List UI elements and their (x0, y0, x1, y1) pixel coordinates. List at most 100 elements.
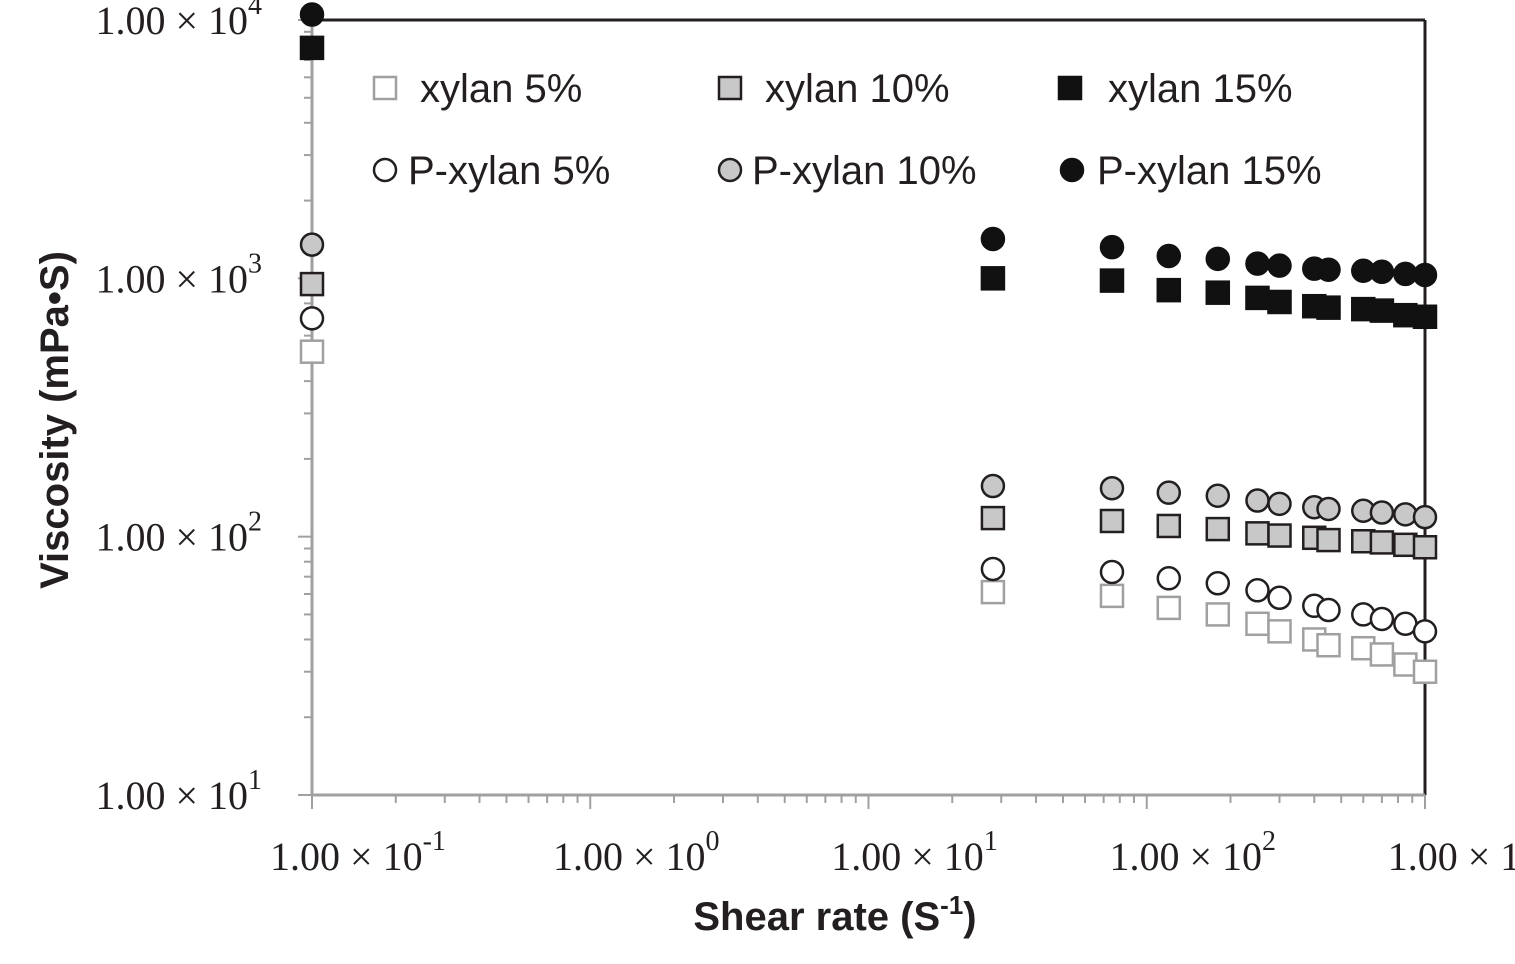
data-point (1412, 304, 1438, 330)
data-point (1369, 298, 1395, 323)
data-point (1156, 243, 1182, 269)
legend-label: P-xylan 10% (752, 149, 977, 193)
data-point (980, 579, 1006, 605)
data-point (1316, 527, 1341, 553)
data-point (1316, 295, 1341, 320)
legend-marker (717, 157, 743, 183)
data-point (299, 271, 325, 297)
legend-marker (1059, 157, 1085, 183)
legend-label: P-xylan 15% (1097, 149, 1322, 193)
data-point (980, 556, 1006, 582)
data-point (1369, 642, 1395, 667)
x-tick-label: 1.00 × 100 (553, 826, 720, 879)
data-point (1156, 566, 1182, 591)
legend-item: P-xylan 5% (372, 149, 610, 193)
series-6 (299, 2, 1438, 288)
legend-label: xylan 15% (1108, 67, 1293, 111)
data-point (1099, 234, 1125, 260)
x-axis-title-sup: -1 (940, 890, 963, 920)
data-point (1156, 277, 1182, 303)
data-point (980, 473, 1006, 499)
data-point (1245, 251, 1270, 276)
x-tick-label: 1.00 × 102 (1109, 826, 1276, 879)
series-2 (299, 271, 1438, 560)
data-point (1316, 632, 1341, 658)
data-point (299, 232, 325, 257)
data-point (1267, 491, 1292, 517)
x-axis-title: Shear rate (S-1) (693, 890, 976, 939)
data-point (1267, 619, 1292, 644)
x-axis-title-end: ) (963, 895, 976, 939)
data-point (1099, 559, 1125, 585)
axes-layer: 1.00 × 101 1.00 × 102 1.00 × 103 1.00 × 104… (95, 0, 1515, 879)
y-tick-label: 1.00 × 104 (95, 0, 262, 43)
data-point (980, 266, 1006, 291)
legend-item: P-xylan 10% (717, 149, 977, 193)
legend-label: xylan 10% (765, 67, 950, 111)
x-tick-label: 1.00 × 101 (831, 826, 998, 879)
data-point (1099, 268, 1125, 293)
data-point (1267, 585, 1292, 611)
data-point (1412, 262, 1438, 288)
data-point (1316, 257, 1341, 282)
data-point (1099, 508, 1125, 534)
data-marks-layer (299, 2, 1438, 684)
data-point (1369, 530, 1395, 555)
data-point (299, 339, 325, 364)
data-point (1412, 534, 1438, 560)
data-point (1245, 285, 1270, 311)
data-point (1412, 619, 1438, 644)
data-point (1205, 246, 1231, 272)
data-point (299, 35, 325, 61)
data-point (1205, 280, 1231, 305)
data-point (299, 306, 325, 331)
data-point (1245, 488, 1270, 513)
series-1 (299, 339, 1438, 684)
legend: xylan 5% xylan 10% xylan 15% P-xylan 5% P-xy… (372, 67, 1322, 193)
legend-marker (717, 75, 743, 101)
legend-marker (372, 157, 398, 183)
x-axis-title-base: Shear rate (S (693, 895, 940, 939)
series-3 (299, 35, 1438, 330)
data-point (1316, 496, 1341, 522)
data-point (1205, 571, 1231, 596)
data-point (1267, 289, 1292, 315)
data-point (1393, 502, 1418, 527)
legend-marker (372, 75, 398, 101)
x-tick-label: 1.00 × 10-1 (270, 826, 446, 879)
data-point (1369, 500, 1395, 525)
data-point (1369, 259, 1395, 285)
data-point (1245, 521, 1270, 546)
y-tick-label: 1.00 × 101 (95, 765, 262, 818)
data-point (980, 226, 1006, 252)
x-tick-label: 1.00 × 103 (1388, 826, 1515, 879)
legend-item: P-xylan 15% (1059, 149, 1322, 193)
series-4 (299, 306, 1438, 644)
series-5 (299, 232, 1438, 530)
data-point (1267, 523, 1292, 548)
data-point (1156, 480, 1182, 505)
data-point (1412, 504, 1438, 530)
data-point (1267, 253, 1292, 278)
data-point (1205, 483, 1231, 509)
legend-item: xylan 5% (372, 67, 582, 111)
data-point (1099, 583, 1125, 609)
data-point (1156, 595, 1182, 621)
data-point (1205, 602, 1231, 627)
data-point (1245, 578, 1270, 603)
y-tick-label: 1.00 × 103 (95, 248, 262, 301)
data-point (1316, 597, 1341, 623)
legend-label: xylan 5% (420, 67, 582, 111)
data-point (1205, 516, 1231, 542)
data-point (1412, 659, 1438, 684)
data-point (980, 505, 1006, 531)
legend-item: xylan 10% (717, 67, 950, 111)
legend-marker (1057, 75, 1083, 101)
legend-item: xylan 15% (1057, 67, 1293, 111)
legend-label: P-xylan 5% (408, 149, 610, 193)
y-tick-label: 1.00 × 102 (95, 507, 262, 560)
data-point (1369, 606, 1395, 632)
y-axis-title: Viscosity (mPa•S) (33, 251, 77, 589)
data-point (1245, 611, 1270, 637)
